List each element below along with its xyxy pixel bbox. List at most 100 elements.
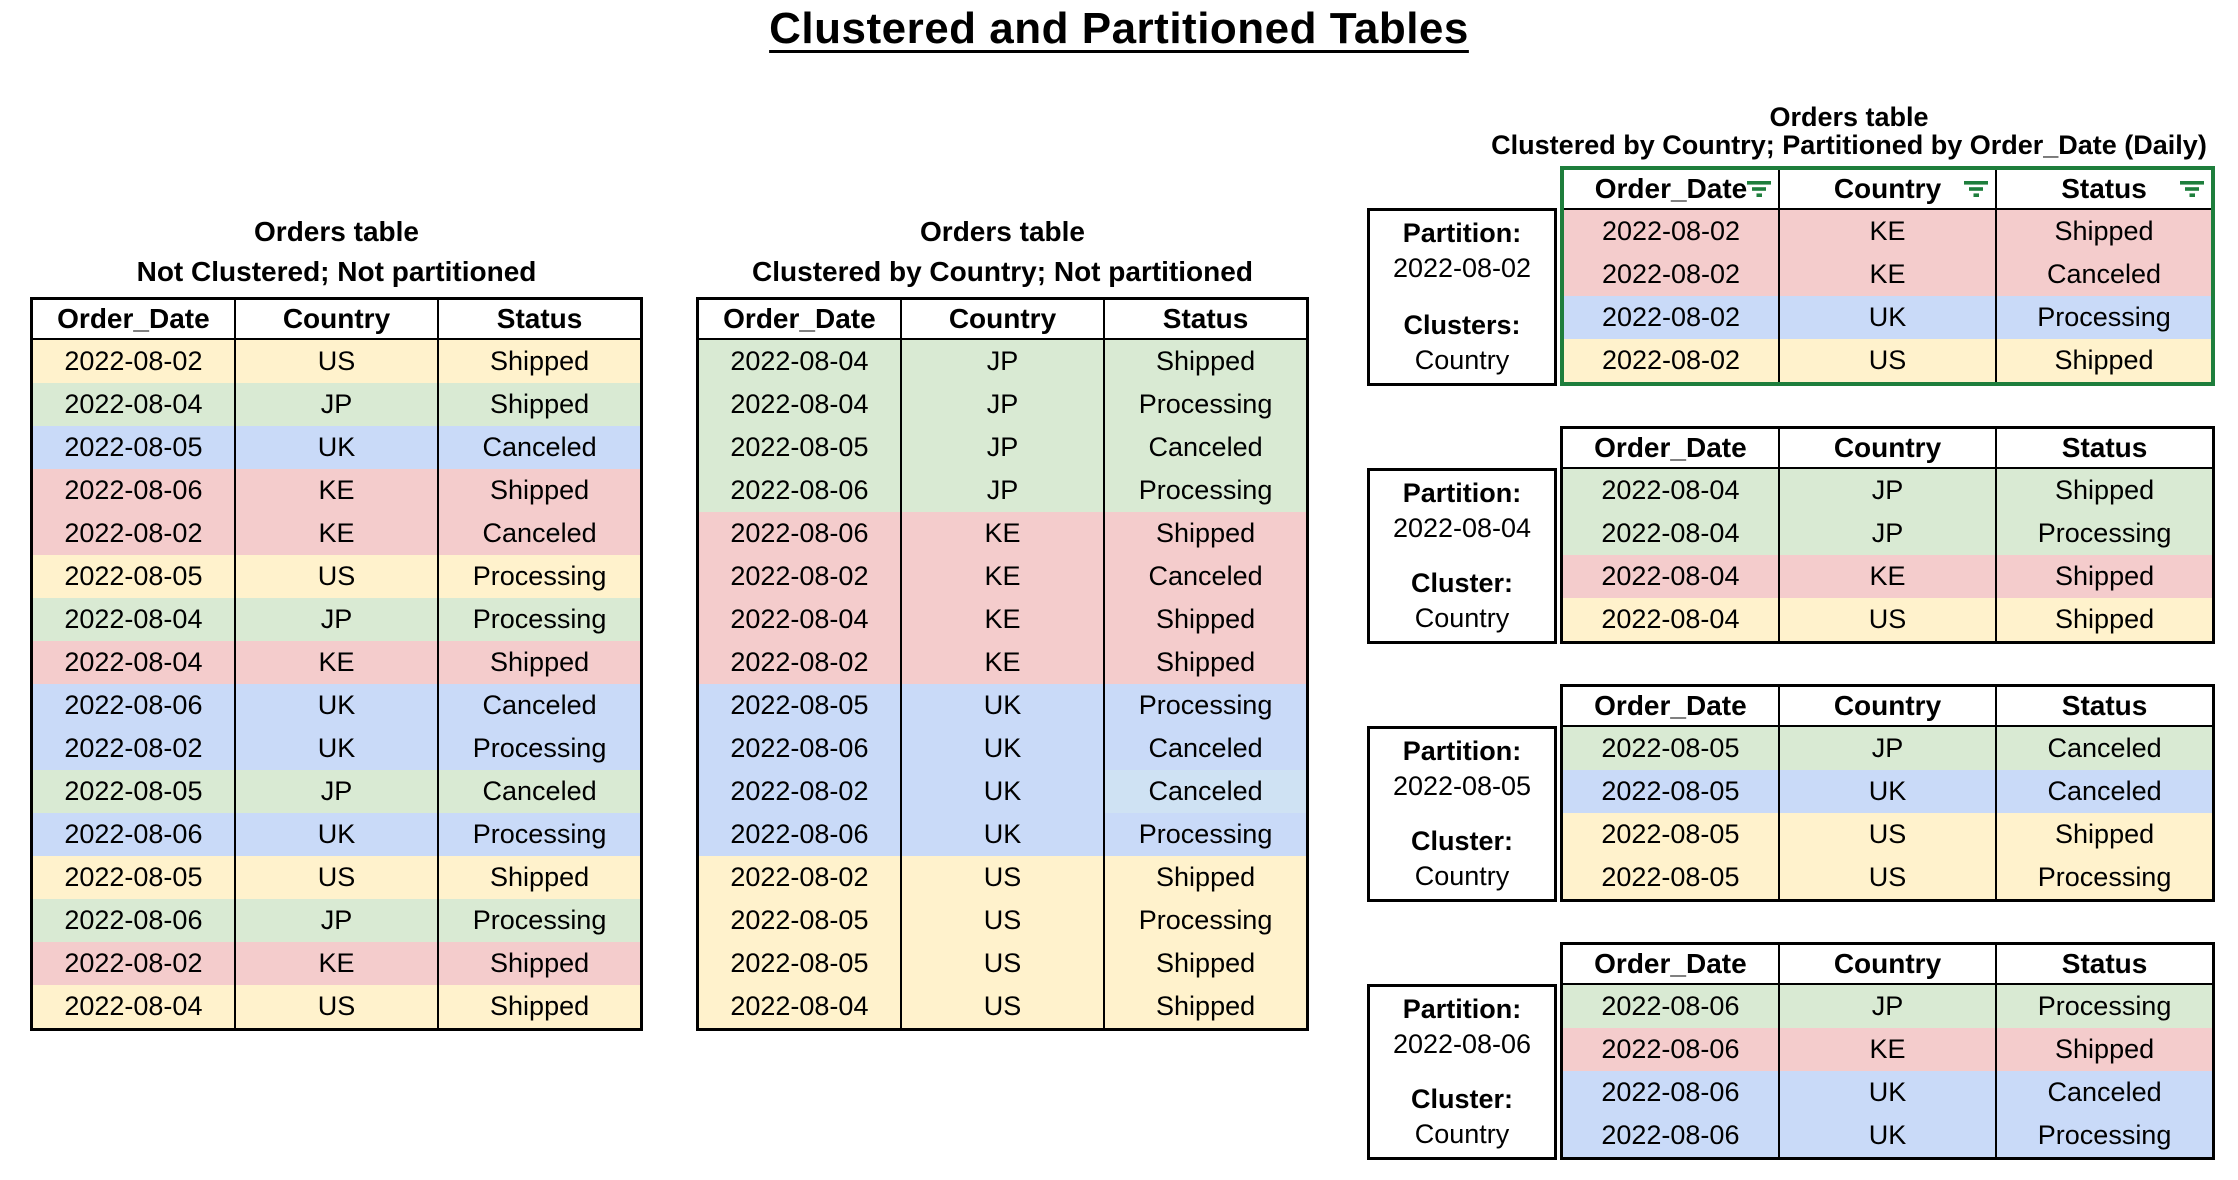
cell-order-date: 2022-08-05 bbox=[1560, 856, 1780, 901]
cell-status: Canceled bbox=[1103, 426, 1309, 469]
table-subtitle: Not Clustered; Not partitioned bbox=[136, 256, 537, 287]
cell-order-date: 2022-08-05 bbox=[696, 684, 902, 727]
cell-country: US bbox=[899, 899, 1106, 942]
table-row: 2022-08-04 KE Shipped bbox=[30, 641, 643, 684]
cell-country: US bbox=[1778, 339, 1997, 384]
cell-country: UK bbox=[1777, 1071, 1998, 1114]
cluster-label-group: Cluster: Country bbox=[1372, 566, 1552, 636]
column-header-status: Status bbox=[1995, 426, 2215, 469]
cell-status: Canceled bbox=[1103, 727, 1309, 770]
cluster-label-group: Cluster: Country bbox=[1372, 1082, 1552, 1152]
column-header-country: Country bbox=[1778, 167, 1997, 210]
table-row: 2022-08-02 UK Canceled bbox=[696, 770, 1309, 813]
cell-country: US bbox=[233, 985, 440, 1030]
partition-value: 2022-08-02 bbox=[1392, 253, 1532, 283]
column-header-country: Country bbox=[1777, 684, 1998, 727]
cell-order-date: 2022-08-05 bbox=[30, 426, 236, 469]
partition-table-wrap: Order_Date Country Status 2022-08-06 JP Proce… bbox=[1560, 942, 2215, 1160]
partition-label: Partition: bbox=[1402, 478, 1522, 508]
table-row: 2022-08-05 UK Canceled bbox=[1560, 770, 2215, 813]
table-row: 2022-08-05 UK Canceled bbox=[30, 426, 643, 469]
cell-status: Canceled bbox=[1995, 726, 2215, 770]
partition-table-wrap: Order_Date Country Status 2022-08-04 JP Shipp… bbox=[1560, 426, 2215, 644]
header-row: Order_Date Country Status bbox=[1560, 426, 2215, 469]
cell-status: Shipped bbox=[1995, 468, 2215, 512]
cell-status: Canceled bbox=[437, 684, 643, 727]
column-header-order_date: Order_Date bbox=[30, 297, 236, 340]
partition-value: 2022-08-06 bbox=[1392, 1029, 1532, 1059]
cell-status: Processing bbox=[437, 727, 643, 770]
cell-country: UK bbox=[233, 727, 440, 770]
partition-table-2022-08-06: Order_Date Country Status 2022-08-06 JP Proce… bbox=[1560, 942, 2215, 1160]
cell-country: US bbox=[1777, 856, 1998, 901]
table-row: 2022-08-02 KE Shipped bbox=[30, 942, 643, 985]
cell-order-date: 2022-08-02 bbox=[1561, 253, 1780, 296]
cell-order-date: 2022-08-06 bbox=[30, 684, 236, 727]
cell-country: US bbox=[899, 856, 1106, 899]
table-row: 2022-08-06 UK Canceled bbox=[696, 727, 1309, 770]
cell-status: Shipped bbox=[1995, 339, 2214, 384]
filter-icon[interactable] bbox=[2180, 181, 2204, 198]
cell-country: UK bbox=[899, 727, 1106, 770]
table-row: 2022-08-02 US Shipped bbox=[30, 339, 643, 383]
cell-status: Shipped bbox=[1103, 339, 1309, 383]
cell-status: Shipped bbox=[437, 383, 643, 426]
column-header-label: Country bbox=[948, 303, 1057, 334]
cell-order-date: 2022-08-04 bbox=[1560, 598, 1780, 643]
cell-order-date: 2022-08-06 bbox=[696, 469, 902, 512]
filter-icon[interactable] bbox=[1747, 181, 1771, 198]
cell-order-date: 2022-08-02 bbox=[1561, 339, 1780, 384]
cell-status: Canceled bbox=[1995, 253, 2214, 296]
partition-value: 2022-08-04 bbox=[1392, 513, 1532, 543]
cell-order-date: 2022-08-02 bbox=[696, 770, 902, 813]
header-row: Order_Date Country Status bbox=[1560, 684, 2215, 727]
cell-country: KE bbox=[899, 512, 1106, 555]
cluster-label: Clusters: bbox=[1403, 310, 1521, 340]
cell-order-date: 2022-08-02 bbox=[696, 641, 902, 684]
table-row: 2022-08-04 JP Shipped bbox=[696, 339, 1309, 383]
table-row: 2022-08-02 UK Processing bbox=[1561, 296, 2214, 339]
table-title: Orders table bbox=[254, 216, 419, 247]
cell-order-date: 2022-08-06 bbox=[30, 899, 236, 942]
filter-icon[interactable] bbox=[1964, 181, 1988, 198]
table-row: 2022-08-06 UK Processing bbox=[696, 813, 1309, 856]
table-row: 2022-08-04 JP Shipped bbox=[1560, 468, 2215, 512]
column-header-country: Country bbox=[899, 297, 1106, 340]
table-row: 2022-08-04 US Shipped bbox=[30, 985, 643, 1030]
partition-value: 2022-08-05 bbox=[1392, 771, 1532, 801]
cell-country: KE bbox=[233, 469, 440, 512]
cell-status: Processing bbox=[1995, 1114, 2215, 1159]
cell-order-date: 2022-08-02 bbox=[1561, 209, 1780, 253]
column-header-label: Status bbox=[1162, 303, 1249, 334]
column-header-label: Order_Date bbox=[723, 303, 876, 334]
cell-country: KE bbox=[1777, 1028, 1998, 1071]
table-row: 2022-08-06 JP Processing bbox=[1560, 984, 2215, 1028]
cell-order-date: 2022-08-05 bbox=[696, 899, 902, 942]
table-row: 2022-08-06 UK Processing bbox=[1560, 1114, 2215, 1159]
column-header-label: Status bbox=[2061, 948, 2148, 979]
table-row: 2022-08-05 US Processing bbox=[1560, 856, 2215, 901]
cell-country: UK bbox=[233, 426, 440, 469]
table-row: 2022-08-04 JP Shipped bbox=[30, 383, 643, 426]
cell-status: Shipped bbox=[1103, 856, 1309, 899]
cell-status: Processing bbox=[437, 598, 643, 641]
cluster-value: Country bbox=[1414, 1119, 1510, 1149]
cell-status: Shipped bbox=[1995, 555, 2215, 598]
table-row: 2022-08-04 US Shipped bbox=[696, 985, 1309, 1030]
cell-order-date: 2022-08-02 bbox=[30, 727, 236, 770]
cluster-label: Cluster: bbox=[1410, 1084, 1513, 1114]
cell-order-date: 2022-08-04 bbox=[30, 985, 236, 1030]
cell-order-date: 2022-08-05 bbox=[30, 555, 236, 598]
cell-country: US bbox=[899, 942, 1106, 985]
column-header-label: Country bbox=[1833, 432, 1942, 463]
column-header-status: Status bbox=[1995, 167, 2214, 210]
group-not-clustered: Orders table Not Clustered; Not partitio… bbox=[30, 212, 643, 1031]
cell-status: Canceled bbox=[437, 770, 643, 813]
table-subtitle: Clustered by Country; Not partitioned bbox=[752, 256, 1253, 287]
cluster-label-group: Cluster: Country bbox=[1372, 824, 1552, 894]
partition-table-2022-08-04: Order_Date Country Status 2022-08-04 JP Shipp… bbox=[1560, 426, 2215, 644]
partition-table-wrap: Order_Date Country Status 2022-08-05 JP Cance… bbox=[1560, 684, 2215, 902]
cell-status: Shipped bbox=[437, 641, 643, 684]
table-row: 2022-08-05 US Processing bbox=[696, 899, 1309, 942]
header-row: Order_Date Country Status bbox=[696, 297, 1309, 340]
